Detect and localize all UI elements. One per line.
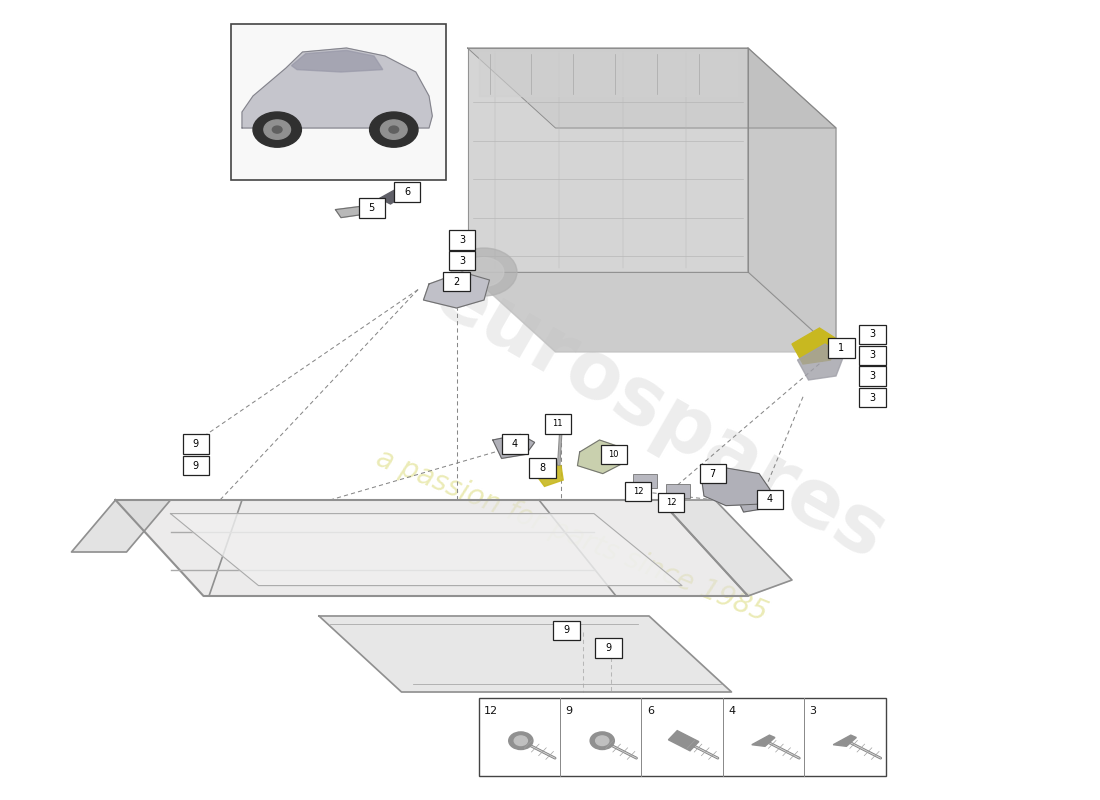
Polygon shape <box>748 48 836 352</box>
Polygon shape <box>478 52 737 96</box>
Text: 9: 9 <box>192 461 199 470</box>
Bar <box>449 251 475 270</box>
Bar <box>632 474 657 488</box>
Polygon shape <box>468 48 836 128</box>
Polygon shape <box>735 488 777 512</box>
Text: 8: 8 <box>539 463 546 473</box>
Bar <box>502 434 528 454</box>
Polygon shape <box>792 328 838 364</box>
Polygon shape <box>72 500 170 552</box>
Polygon shape <box>336 204 385 218</box>
Polygon shape <box>424 272 490 308</box>
Polygon shape <box>468 272 836 352</box>
Bar <box>553 621 580 640</box>
Bar <box>544 414 571 434</box>
Text: 6: 6 <box>404 187 410 197</box>
Text: 3: 3 <box>869 371 876 381</box>
Text: 3: 3 <box>459 235 465 245</box>
Bar <box>359 198 385 218</box>
Polygon shape <box>319 616 732 692</box>
Text: 4: 4 <box>767 494 773 504</box>
Text: 12: 12 <box>666 498 676 507</box>
Circle shape <box>451 248 517 296</box>
Text: 12: 12 <box>484 706 498 715</box>
Polygon shape <box>833 735 856 746</box>
Circle shape <box>595 736 608 746</box>
Circle shape <box>389 126 398 133</box>
Text: 12: 12 <box>632 486 644 496</box>
Text: a passion for parts since 1985: a passion for parts since 1985 <box>372 445 772 627</box>
Polygon shape <box>242 48 432 128</box>
Polygon shape <box>578 440 621 474</box>
Circle shape <box>590 732 614 750</box>
Bar <box>595 638 621 658</box>
Bar <box>700 464 726 483</box>
Bar <box>443 272 470 291</box>
Text: 6: 6 <box>647 706 653 715</box>
Bar <box>529 458 556 478</box>
Text: 3: 3 <box>869 350 876 360</box>
Text: 11: 11 <box>552 419 563 429</box>
Text: 9: 9 <box>605 643 612 653</box>
Text: 5: 5 <box>368 203 375 213</box>
Circle shape <box>264 120 290 139</box>
Polygon shape <box>379 188 407 204</box>
Text: 9: 9 <box>192 439 199 449</box>
Bar <box>478 698 886 776</box>
Text: 10: 10 <box>608 450 619 459</box>
Bar <box>669 730 698 751</box>
Bar <box>625 482 651 501</box>
Bar <box>231 24 446 180</box>
Bar <box>183 456 209 475</box>
Bar <box>757 490 783 509</box>
Text: 3: 3 <box>869 330 876 339</box>
Bar <box>658 493 684 512</box>
Circle shape <box>464 258 504 286</box>
Polygon shape <box>798 344 844 380</box>
Polygon shape <box>170 514 682 586</box>
Text: 2: 2 <box>453 277 460 286</box>
Bar <box>449 230 475 250</box>
Bar <box>859 346 886 365</box>
Bar <box>394 182 420 202</box>
Text: 3: 3 <box>810 706 816 715</box>
Circle shape <box>514 736 527 746</box>
Bar <box>828 338 855 358</box>
Circle shape <box>381 120 407 139</box>
Bar <box>859 388 886 407</box>
Bar <box>666 484 690 498</box>
Polygon shape <box>493 434 535 458</box>
Text: 9: 9 <box>563 626 570 635</box>
Polygon shape <box>660 500 792 596</box>
Circle shape <box>508 732 532 750</box>
Text: 9: 9 <box>565 706 572 715</box>
Bar <box>183 434 209 454</box>
Polygon shape <box>702 468 770 506</box>
Text: 3: 3 <box>459 256 465 266</box>
Text: 1: 1 <box>838 343 845 353</box>
Polygon shape <box>536 464 563 486</box>
Text: 7: 7 <box>710 469 716 478</box>
Bar <box>859 325 886 344</box>
Text: 3: 3 <box>869 393 876 402</box>
Circle shape <box>273 126 282 133</box>
Polygon shape <box>751 735 774 746</box>
Text: 4: 4 <box>512 439 518 449</box>
Bar <box>859 366 886 386</box>
Polygon shape <box>292 50 383 72</box>
Bar <box>601 445 627 464</box>
Circle shape <box>253 112 301 147</box>
Polygon shape <box>468 48 748 272</box>
Text: 4: 4 <box>728 706 735 715</box>
Text: eurospares: eurospares <box>420 255 900 577</box>
Circle shape <box>370 112 418 147</box>
Polygon shape <box>116 500 748 596</box>
